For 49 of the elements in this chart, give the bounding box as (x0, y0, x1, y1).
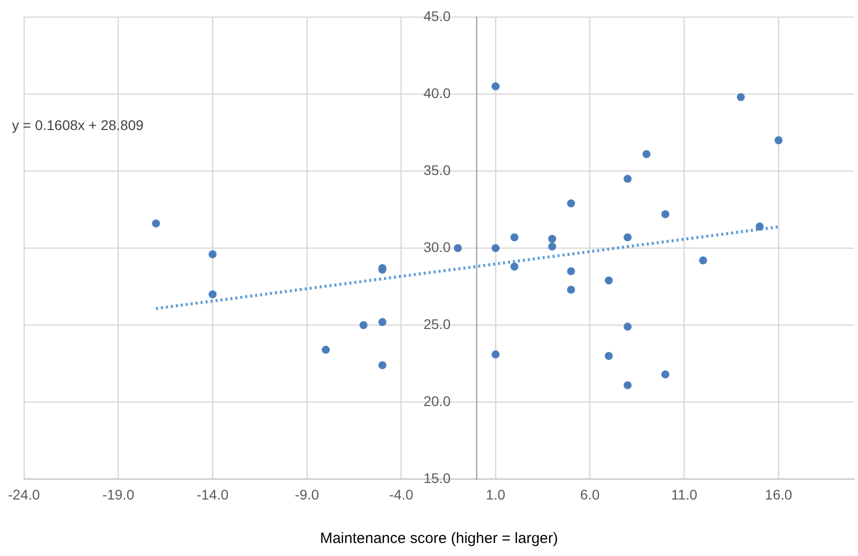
point (510, 233, 518, 242)
point (661, 210, 670, 218)
annotation: y = 0.1608x + 28.809 (12, 116, 144, 133)
point (208, 290, 217, 298)
x-tick-label: 16.0 (764, 486, 792, 502)
point (322, 346, 330, 354)
x-tick-label: -4.0 (389, 486, 414, 502)
point (642, 150, 650, 158)
point (604, 352, 613, 360)
y-tick-label: 40.0 (423, 84, 451, 101)
point (510, 262, 518, 271)
point (378, 318, 386, 326)
point (624, 381, 632, 390)
point (604, 276, 613, 284)
y-tick-label: 15.0 (423, 470, 451, 486)
point (567, 267, 576, 276)
point (492, 244, 500, 252)
x-tick-label: -14.0 (196, 486, 229, 502)
point (661, 370, 670, 378)
y-tick-label: 20.0 (423, 393, 451, 410)
point (567, 286, 576, 294)
x-axis-title: Maintenance score (higher = larger) (320, 530, 558, 548)
y-tick-label: 35.0 (423, 162, 451, 178)
point (624, 174, 632, 183)
point (548, 234, 556, 243)
point (454, 244, 462, 252)
x-tick-label: -24.0 (8, 486, 40, 502)
y-tick-label: 30.0 (423, 238, 451, 255)
y-tick-label: 45.0 (423, 8, 451, 24)
point (360, 321, 368, 330)
x-tick-label: 6.0 (580, 486, 600, 502)
point (208, 250, 217, 258)
x-tick-label: 1.0 (486, 486, 506, 502)
point (378, 361, 386, 370)
point (152, 219, 160, 228)
point (548, 242, 556, 251)
point (567, 199, 576, 208)
point (774, 136, 783, 144)
point (624, 233, 632, 242)
point (736, 93, 745, 102)
point (492, 350, 500, 358)
point (756, 222, 764, 231)
point (624, 322, 632, 331)
x-tick-label: -19.0 (102, 486, 134, 502)
y-tick-label: 25.0 (423, 316, 451, 332)
point (492, 82, 500, 90)
point (699, 256, 708, 264)
x-tick-label: 11.0 (671, 486, 698, 502)
x-tick-label: -9.0 (294, 486, 320, 502)
